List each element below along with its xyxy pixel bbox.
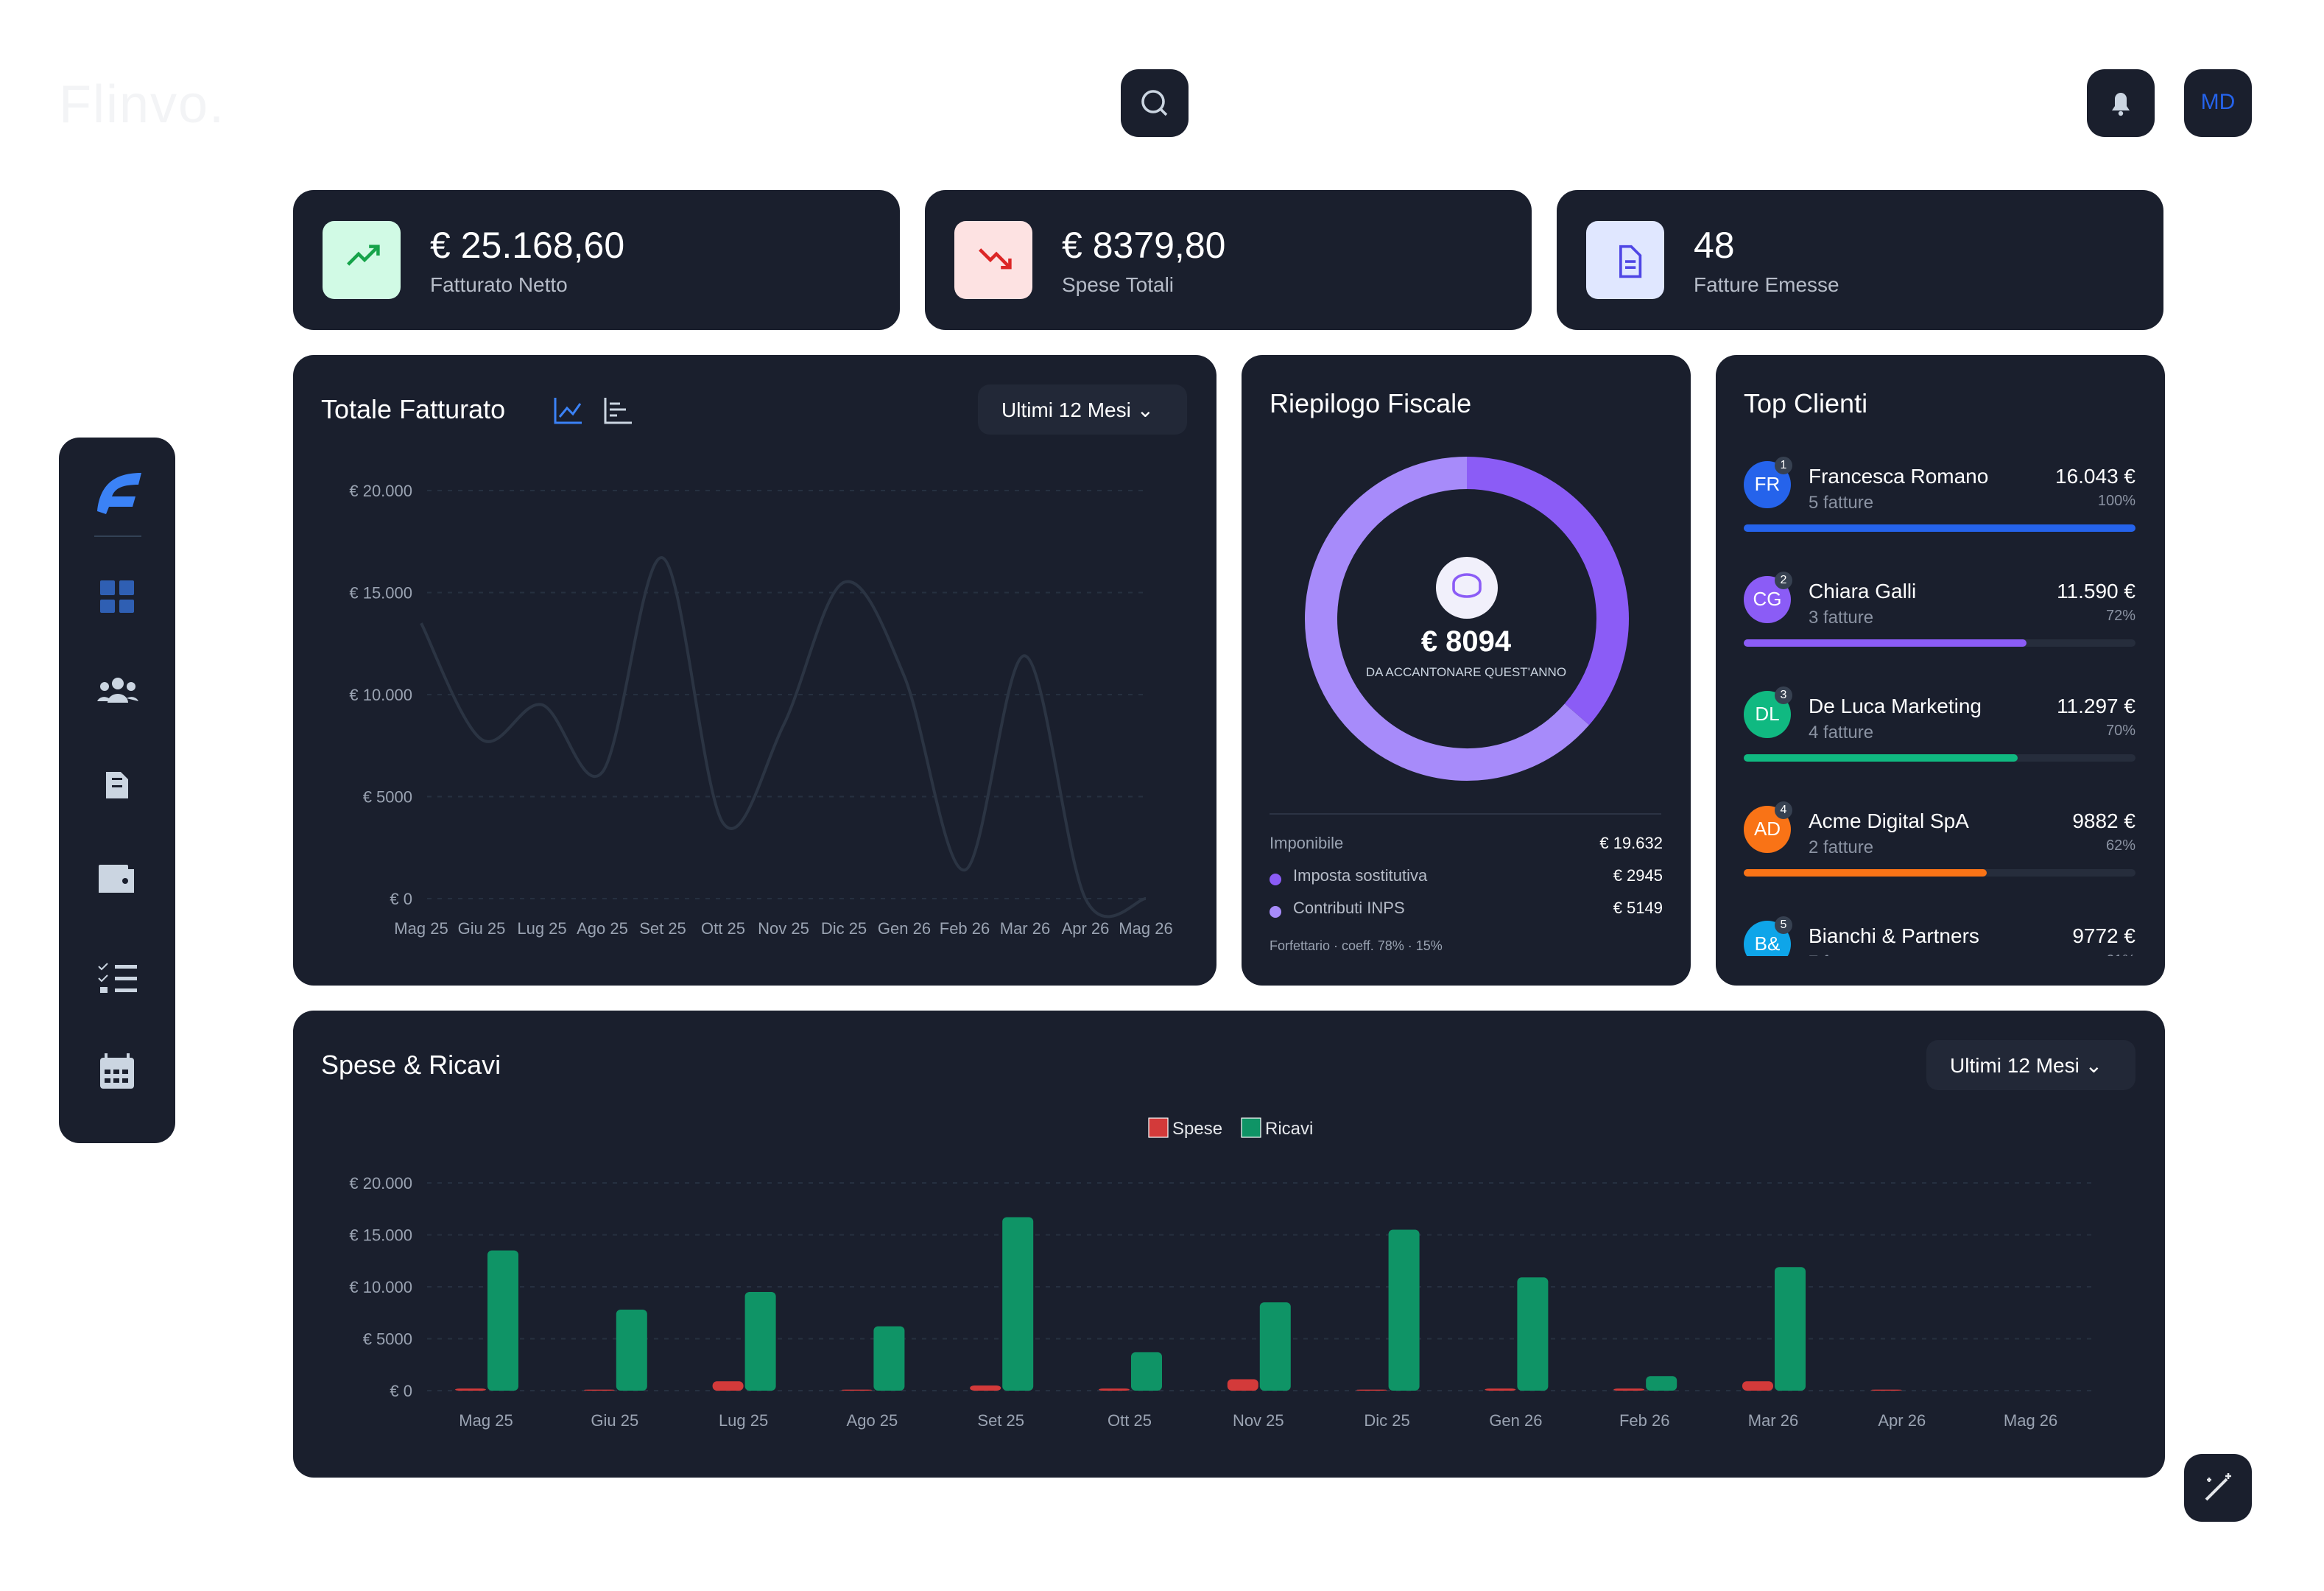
client-rank: 1 [1775,457,1792,474]
share-track [1744,869,2135,877]
kpi-glyph [347,245,380,266]
fiscal-total: € 8094 [1420,626,1512,658]
client-amount: 16.043 € [2055,464,2135,488]
client-share: 72% [2105,608,2135,625]
divider [1270,813,1661,815]
client-amount: 9772 € [2072,924,2135,947]
share-bar [1744,524,2135,532]
magic-button[interactable] [2184,1454,2252,1522]
kpi-glyph [979,248,1012,270]
share-bar [1744,639,2027,647]
legend-dot [1270,906,1281,918]
kpi-icon [954,221,1032,299]
kpi-value: € 8379,80 [1062,225,1226,267]
client-rank: 2 [1775,572,1792,589]
flow-card: Spese & Ricavi Ultimi 12 Mesi ⌄ [293,1011,2165,1478]
sidebar-icons [94,473,141,1089]
client-share: 100% [2097,494,2135,510]
share-bar [1744,754,2018,762]
kpi-icon [323,221,401,299]
client-name: Acme Digital SpA [1809,809,1969,832]
logo: Flinvo. [59,74,226,134]
kpi-label: Fatture Emesse [1694,273,1839,296]
notifications-button[interactable] [2087,69,2155,137]
kpi-value: € 25.168,60 [430,225,625,267]
client-name: Bianchi & Partners [1809,924,1979,947]
search-icon [1141,90,1168,116]
period-label: Ultimi 12 Mesi [1950,1053,2080,1077]
client-rank: 3 [1775,686,1792,704]
client-invoices: 7 fatture [1809,952,1873,956]
fiscal-caption: DA ACCANTONARE QUEST'ANNO [1365,664,1567,679]
share-bar [1744,869,1987,877]
kpi-card: 48 Fatture Emesse [1557,190,2163,330]
taxable-label: Imponibile [1270,835,1344,853]
client-amount: 11.590 € [2057,579,2135,603]
period-select[interactable]: Ultimi 12 Mesi ⌄ [1926,1040,2135,1090]
legend-label: Contributi INPS [1293,900,1405,918]
period-label: Ultimi 12 Mesi [1001,398,1131,421]
client-avatar: AD [1744,806,1791,853]
chart-type-icons[interactable] [552,395,641,427]
kpi-glyph [1619,245,1642,278]
share-track [1744,524,2135,532]
kpi-value: 48 [1694,225,1735,267]
taxable-value: € 19.632 [1599,835,1663,853]
period-select[interactable]: Ultimi 12 Mesi ⌄ [978,384,1187,435]
client-name: Francesca Romano [1809,464,1989,488]
client-share: 70% [2105,723,2135,740]
revenue-card: Totale Fatturato Ultimi 12 Mesi ⌄ [293,355,1216,986]
client-amount: 9882 € [2072,809,2135,832]
client-invoices: 5 fatture [1809,492,1874,513]
legend-label: Imposta sostitutiva [1293,868,1428,885]
client-invoices: 3 fatture [1809,607,1874,628]
client-share: 61% [2106,953,2135,956]
client-name: Chiara Galli [1809,579,1917,603]
search-button[interactable] [1121,69,1189,137]
avatar[interactable]: MD [2184,69,2252,137]
wand-icon [2205,1473,2231,1501]
client-rank: 4 [1775,801,1792,819]
client-avatar: DL [1744,691,1791,738]
fiscal-note: Forfettario · coeff. 78% · 15% [1270,938,1443,953]
card-title: Spese & Ricavi [321,1050,501,1080]
bell-icon [2112,93,2130,116]
kpi-card: € 25.168,60 Fatturato Netto [293,190,900,330]
client-amount: 11.297 € [2057,694,2135,717]
share-track [1744,639,2135,647]
card-title: Top Clienti [1744,389,1868,418]
client-avatar: B& [1744,921,1791,956]
client-name: De Luca Marketing [1809,694,1982,717]
sidebar [59,438,175,1143]
client-rank: 5 [1775,916,1792,934]
kpi-icon [1586,221,1664,299]
clients-card: Top Clienti FR 1 Francesca Romano 5 fatture… [1716,355,2165,986]
share-track [1744,754,2135,762]
client-invoices: 4 fatture [1809,722,1874,742]
legend-dot [1270,874,1281,885]
card-title: Riepilogo Fiscale [1270,389,1472,418]
client-share: 62% [2105,838,2135,854]
kpi-label: Fatturato Netto [430,273,568,296]
kpi-label: Spese Totali [1062,273,1175,296]
card-title: Totale Fatturato [321,395,506,424]
legend-value: € 2945 [1613,868,1663,885]
kpi-card: € 8379,80 Spese Totali [925,190,1532,330]
client-invoices: 2 fatture [1809,837,1874,857]
legend-value: € 5149 [1613,900,1663,918]
fiscal-card: Riepilogo Fiscale € 8094 DA ACCANTONARE … [1242,355,1691,986]
